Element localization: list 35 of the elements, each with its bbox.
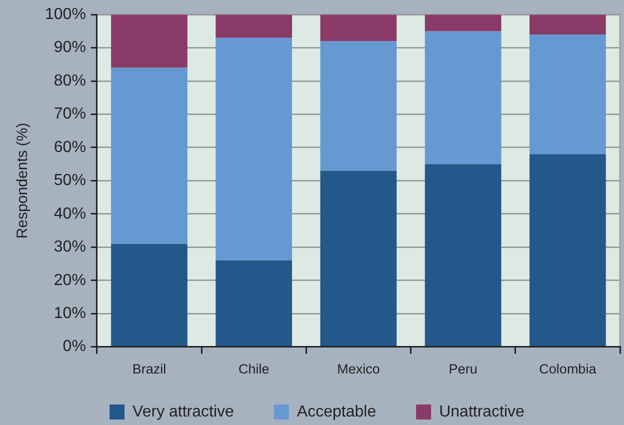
bar	[424, 14, 502, 32]
y-tick-label: 30%	[54, 238, 86, 256]
x-tick-label: Mexico	[337, 362, 380, 377]
x-tick-label: Colombia	[539, 362, 597, 377]
bar	[320, 14, 397, 42]
y-axis-title: Respondents (%)	[14, 122, 32, 239]
x-tick-label: Peru	[448, 362, 478, 377]
x-tick-label: Brazil	[132, 362, 166, 377]
x-tick-label: Chile	[238, 362, 270, 377]
bar	[216, 14, 292, 38]
bar	[320, 170, 397, 346]
y-tick-label: 40%	[54, 205, 86, 222]
bar	[111, 68, 188, 244]
y-tick-label: 80%	[54, 72, 86, 90]
y-tick-label: 50%	[54, 172, 86, 190]
bar	[424, 164, 502, 346]
legend-label: Unattractive	[439, 403, 525, 420]
y-tick-label: 100%	[45, 6, 86, 24]
bar	[530, 34, 606, 154]
y-tick-label: 70%	[54, 106, 86, 123]
bar	[111, 244, 188, 346]
bar	[216, 38, 292, 260]
y-tick-label: 20%	[54, 272, 86, 289]
y-tick-label: 90%	[54, 39, 86, 56]
legend-label: Acceptable	[296, 403, 376, 420]
bar	[216, 260, 292, 346]
y-tick-label: 60%	[54, 138, 86, 156]
bar	[424, 31, 502, 164]
bar	[530, 14, 606, 35]
legend-label: Very attractive	[132, 403, 234, 420]
y-tick-label: 10%	[54, 304, 86, 322]
bar	[320, 41, 397, 171]
y-tick-label: 0%	[62, 338, 86, 356]
bar	[111, 14, 188, 68]
bar	[530, 154, 606, 346]
